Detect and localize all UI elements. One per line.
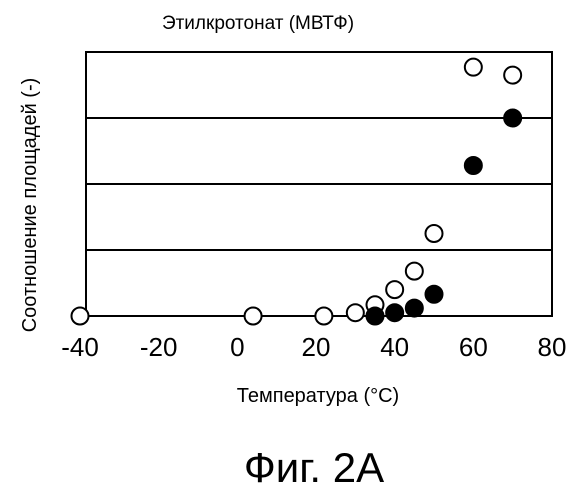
x-axis-label: Температура (°С) bbox=[237, 385, 399, 407]
x-tick-label: 0 bbox=[230, 332, 244, 362]
x-tick-labels: -40 -20 0 20 40 60 80 bbox=[61, 332, 566, 362]
x-tick-label: -20 bbox=[140, 332, 178, 362]
x-tick-label: 20 bbox=[302, 332, 331, 362]
filled-data-point bbox=[504, 110, 521, 127]
data-points bbox=[72, 59, 522, 325]
open-data-point bbox=[504, 67, 521, 84]
open-data-point bbox=[386, 281, 403, 298]
filled-data-point bbox=[426, 286, 443, 303]
y-axis-label: Соотношение площадей (-) bbox=[19, 78, 41, 333]
figure-caption: Фиг. 2А bbox=[244, 444, 384, 491]
open-data-point bbox=[426, 225, 443, 242]
x-tick-label: 80 bbox=[538, 332, 567, 362]
plot-area bbox=[72, 52, 553, 325]
open-data-point bbox=[315, 308, 332, 325]
x-tick-label: 40 bbox=[380, 332, 409, 362]
open-data-point bbox=[347, 304, 364, 321]
open-data-point bbox=[245, 308, 262, 325]
gridlines bbox=[86, 118, 552, 250]
x-tick-label: -40 bbox=[61, 332, 99, 362]
filled-data-point bbox=[406, 300, 423, 317]
x-tick-label: 60 bbox=[459, 332, 488, 362]
chart-title: Этилкротонат (МВТФ) bbox=[162, 13, 354, 34]
open-data-point bbox=[406, 263, 423, 280]
filled-data-point bbox=[465, 157, 482, 174]
open-data-point bbox=[465, 59, 482, 76]
open-data-point bbox=[72, 308, 89, 325]
filled-data-point bbox=[367, 308, 384, 325]
filled-data-point bbox=[386, 304, 403, 321]
